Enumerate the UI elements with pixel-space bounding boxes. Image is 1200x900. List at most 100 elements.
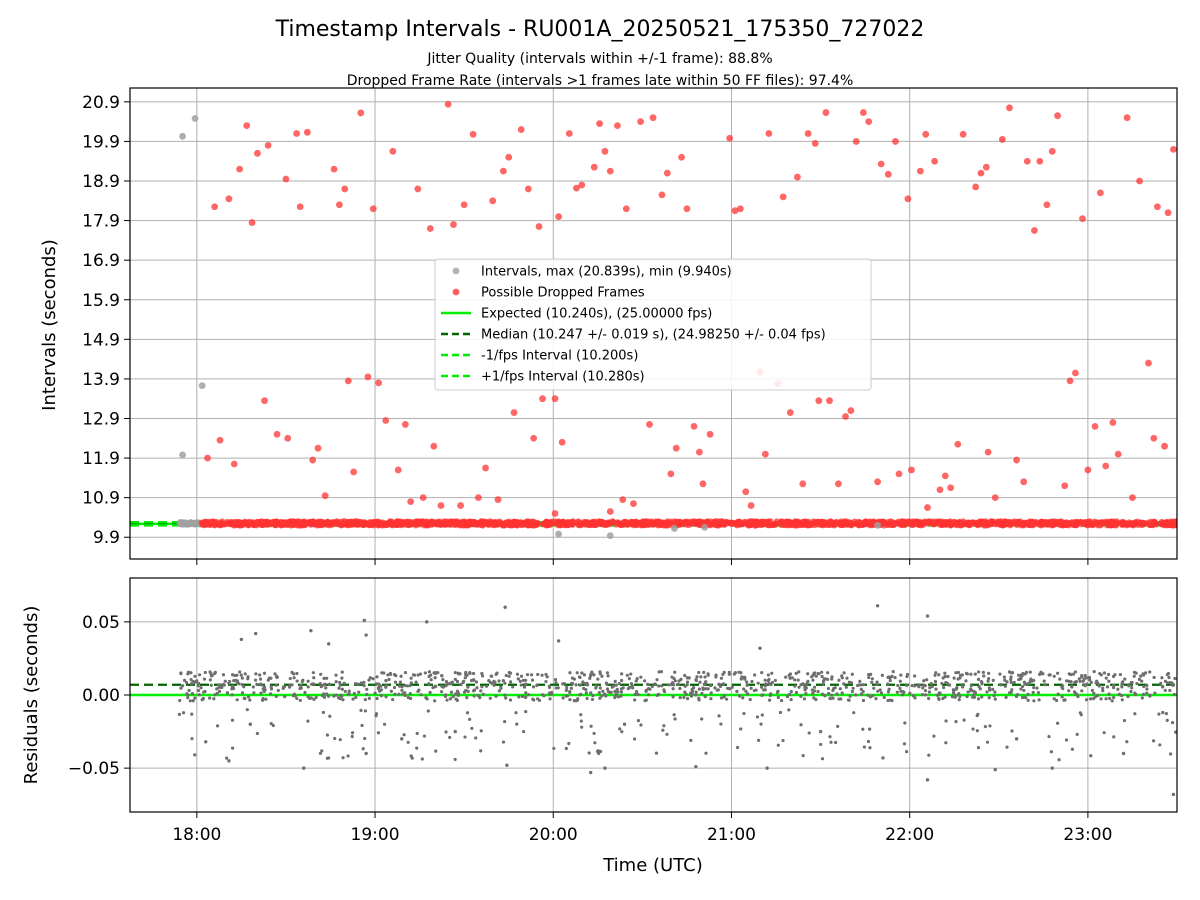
residual-band-point — [570, 681, 575, 686]
dropped-frame-point — [357, 109, 365, 117]
residual-band-point — [1168, 688, 1172, 693]
residual-band-point — [950, 695, 954, 699]
residual-band-point — [1159, 681, 1163, 685]
residual-band-point — [319, 685, 323, 689]
residual-band-point — [497, 689, 501, 693]
dropped-frame-point — [998, 136, 1006, 143]
dropped-frame-point — [460, 201, 468, 209]
residual-scatter-point — [350, 734, 354, 739]
residual-band-point — [600, 674, 604, 678]
dropped-frame-point — [815, 397, 823, 405]
dropped-frame-band-point — [1166, 521, 1173, 528]
residual-band-point — [548, 685, 552, 689]
residual-band-point — [454, 697, 458, 701]
residual-band-point — [598, 686, 602, 690]
residual-band-point — [193, 696, 197, 700]
residual-band-point — [1065, 679, 1069, 683]
residual-band-point — [1121, 680, 1125, 684]
residual-band-point — [474, 680, 478, 684]
dropped-frame-point — [401, 421, 409, 428]
residual-band-point — [706, 687, 710, 691]
residual-band-point — [589, 691, 593, 695]
dropped-frame-point — [695, 448, 703, 456]
dropped-frame-point — [341, 185, 349, 193]
residual-band-point — [1026, 698, 1030, 702]
dropped-frame-point — [573, 184, 580, 192]
residual-band-point — [1088, 678, 1092, 682]
residual-band-point — [515, 672, 520, 676]
interval-point — [606, 532, 614, 540]
residual-band-point — [202, 677, 207, 681]
residual-band-point — [784, 675, 788, 679]
x-tick-label-0: 18:00 — [172, 825, 221, 845]
residual-scatter-point — [363, 709, 368, 713]
dropped-frame-point — [742, 488, 750, 496]
dropped-frame-point — [457, 502, 464, 509]
residual-scatter-point — [374, 714, 378, 718]
residual-point — [993, 767, 997, 772]
residual-band-point — [678, 686, 682, 691]
dropped-frame-point — [731, 207, 739, 215]
residual-band-point — [965, 694, 969, 699]
dropped-frame-point — [1150, 434, 1158, 442]
residual-scatter-point — [190, 712, 194, 716]
residual-band-point — [1137, 677, 1141, 682]
dropped-frame-point — [248, 219, 256, 226]
residual-band-point — [961, 682, 965, 687]
residual-band-point — [507, 674, 511, 678]
dropped-frame-point — [683, 205, 691, 213]
residual-band-point — [582, 673, 587, 677]
dropped-frame-band-point — [577, 520, 584, 527]
residual-band-point — [941, 685, 946, 690]
residual-band-point — [334, 673, 338, 677]
residual-band-point — [969, 684, 973, 688]
dropped-frame-band-point — [394, 518, 402, 525]
residual-band-point — [375, 675, 379, 679]
dropped-frame-point — [475, 494, 482, 502]
dropped-frame-band-point — [400, 518, 407, 526]
dropped-frame-point — [606, 167, 614, 175]
residual-band-point — [826, 686, 831, 691]
residual-scatter-point — [834, 740, 838, 745]
dropped-frame-band-point — [582, 518, 589, 526]
residual-band-point — [540, 673, 544, 677]
residual-band-point — [1022, 680, 1027, 684]
residual-band-point — [776, 695, 780, 700]
residual-band-point — [291, 694, 295, 698]
residual-band-point — [338, 683, 342, 687]
residual-band-point — [802, 697, 807, 701]
residual-band-point — [260, 683, 264, 687]
residual-band-point — [742, 687, 746, 691]
dropped-frame-point — [469, 130, 477, 138]
residual-band-point — [471, 678, 476, 682]
residual-band-point — [463, 676, 467, 680]
residual-band-point — [445, 698, 449, 702]
dropped-frame-band-point — [778, 518, 786, 525]
residual-band-point — [1106, 672, 1111, 677]
residual-point — [327, 642, 331, 646]
x-tick-label-5: 23:00 — [1063, 825, 1112, 845]
residual-band-point — [531, 697, 535, 701]
residual-scatter-point — [661, 728, 665, 732]
residual-point — [694, 764, 698, 769]
dropped-frame-point — [706, 430, 714, 438]
residual-band-point — [466, 685, 470, 689]
residual-scatter-point — [976, 712, 980, 716]
dropped-frame-band-point — [472, 520, 479, 528]
dropped-frame-band-point — [758, 520, 766, 527]
residual-band-point — [1092, 691, 1096, 695]
residual-scatter-point — [976, 746, 981, 750]
x-tick-label-3: 21:00 — [707, 825, 756, 845]
residual-band-point — [253, 678, 258, 682]
residual-band-point — [565, 685, 569, 690]
residual-band-point — [934, 671, 938, 675]
residual-band-point — [1031, 690, 1035, 695]
residual-band-point — [1071, 672, 1076, 676]
dropped-frame-point — [426, 225, 434, 232]
dropped-frame-point — [834, 480, 842, 488]
legend-marker-1 — [452, 288, 460, 296]
residual-band-point — [290, 683, 294, 687]
residual-band-point — [657, 670, 661, 674]
residual-band-point — [357, 690, 361, 694]
dropped-frame-band-point — [280, 520, 288, 528]
